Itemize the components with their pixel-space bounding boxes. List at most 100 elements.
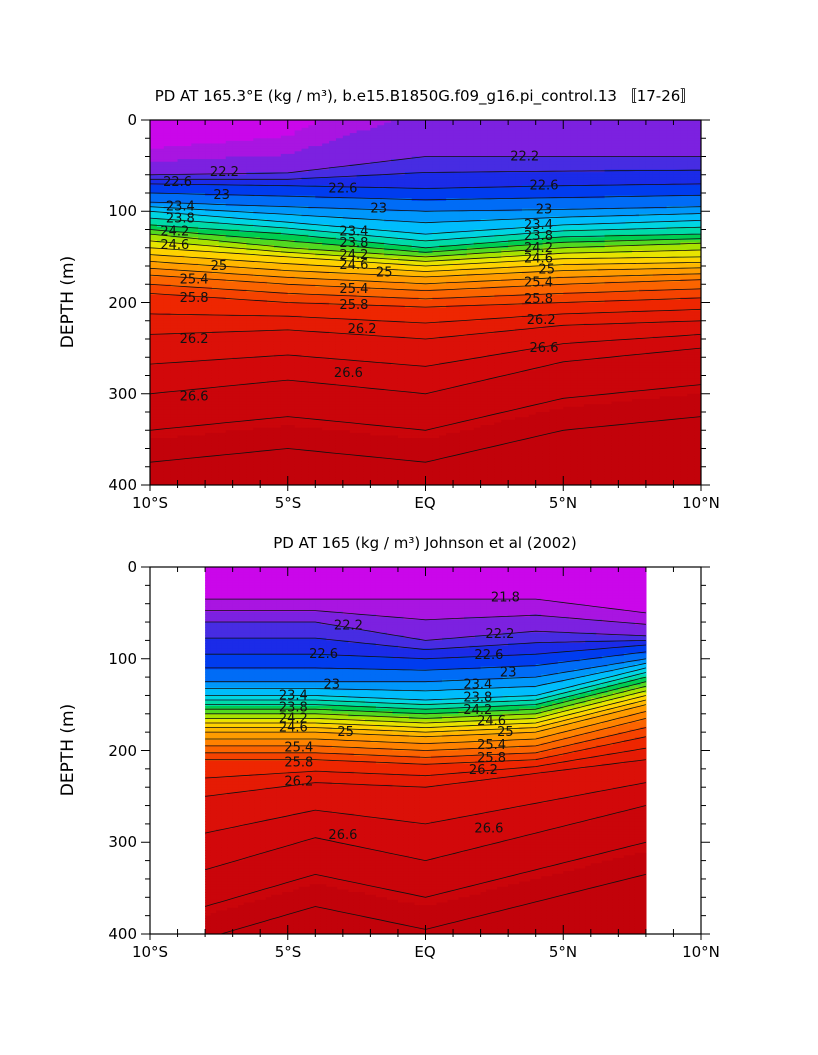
density-cell bbox=[356, 315, 365, 319]
density-cell bbox=[329, 367, 337, 371]
density-cell bbox=[273, 336, 282, 340]
density-cell bbox=[370, 276, 378, 280]
density-cell bbox=[191, 271, 199, 275]
density-cell bbox=[150, 294, 158, 298]
density-cell bbox=[225, 427, 234, 431]
density-cell bbox=[370, 177, 378, 181]
density-cell bbox=[218, 375, 227, 379]
density-cell bbox=[308, 323, 316, 327]
density-cell bbox=[184, 258, 192, 262]
density-cell bbox=[253, 471, 261, 476]
density-cell bbox=[163, 359, 172, 364]
density-cell bbox=[177, 237, 186, 241]
density-cell bbox=[267, 461, 275, 465]
density-cell bbox=[315, 331, 323, 335]
density-cell bbox=[273, 127, 282, 132]
density-cell bbox=[370, 193, 378, 197]
density-cell bbox=[370, 370, 378, 374]
density-cell bbox=[363, 339, 371, 343]
density-cell bbox=[260, 352, 268, 356]
density-cell bbox=[191, 406, 199, 410]
density-cell bbox=[315, 286, 323, 291]
density-cell bbox=[356, 333, 365, 337]
density-cell bbox=[315, 148, 323, 152]
density-cell bbox=[232, 477, 241, 481]
density-cell bbox=[335, 466, 344, 470]
density-cell bbox=[163, 216, 172, 220]
density-cell bbox=[184, 130, 192, 134]
density-cell bbox=[370, 396, 378, 400]
density-cell bbox=[239, 179, 248, 184]
density-cell bbox=[205, 153, 213, 158]
density-cell bbox=[198, 281, 206, 285]
density-cell bbox=[335, 208, 344, 212]
density-cell bbox=[322, 146, 330, 150]
density-cell bbox=[301, 391, 310, 395]
density-cell bbox=[267, 279, 275, 283]
density-cell bbox=[273, 247, 282, 251]
density-cell bbox=[363, 302, 371, 306]
density-cell bbox=[301, 138, 310, 142]
density-cell bbox=[287, 333, 296, 337]
density-cell bbox=[280, 245, 289, 249]
density-cell bbox=[315, 193, 323, 197]
density-cell bbox=[232, 164, 241, 168]
density-cell bbox=[315, 409, 323, 413]
density-cell bbox=[329, 479, 337, 483]
density-cell bbox=[287, 438, 296, 442]
density-cell bbox=[191, 352, 199, 356]
density-cell bbox=[287, 284, 296, 288]
density-cell bbox=[370, 349, 378, 353]
density-cell bbox=[294, 401, 303, 405]
density-cell bbox=[308, 294, 316, 298]
density-cell bbox=[150, 323, 158, 327]
density-cell bbox=[191, 302, 199, 306]
density-cell bbox=[198, 258, 206, 262]
density-cell bbox=[225, 125, 234, 129]
density-cell bbox=[315, 213, 323, 218]
density-cell bbox=[329, 320, 337, 324]
density-cell bbox=[170, 406, 179, 410]
density-cell bbox=[287, 336, 296, 340]
density-cell bbox=[218, 474, 227, 478]
density-cell bbox=[363, 174, 371, 178]
density-cell bbox=[205, 365, 213, 369]
density-cell bbox=[342, 229, 351, 233]
density-cell bbox=[294, 333, 303, 337]
density-cell bbox=[267, 464, 275, 468]
density-cell bbox=[280, 372, 289, 377]
density-cell bbox=[273, 146, 282, 150]
density-cell bbox=[177, 169, 186, 173]
density-cell bbox=[342, 396, 351, 400]
density-cell bbox=[211, 370, 220, 374]
density-cell bbox=[322, 200, 330, 205]
density-cell bbox=[384, 138, 392, 142]
density-cell bbox=[239, 281, 248, 285]
density-cell bbox=[177, 471, 186, 476]
density-cell bbox=[294, 466, 303, 470]
density-cell bbox=[267, 182, 275, 186]
density-cell bbox=[301, 443, 310, 447]
density-cell bbox=[198, 133, 206, 137]
density-cell bbox=[150, 258, 158, 262]
density-cell bbox=[384, 458, 392, 463]
density-cell bbox=[322, 380, 330, 384]
density-cell bbox=[253, 174, 261, 178]
density-cell bbox=[191, 344, 199, 348]
density-cell bbox=[356, 281, 365, 285]
density-cell bbox=[253, 362, 261, 366]
density-cell bbox=[198, 242, 206, 246]
density-cell bbox=[287, 451, 296, 455]
density-cell bbox=[198, 234, 206, 238]
density-cell bbox=[211, 182, 220, 186]
density-cell bbox=[384, 226, 392, 231]
density-cell bbox=[253, 432, 261, 437]
density-cell bbox=[391, 135, 399, 139]
density-cell bbox=[329, 352, 337, 356]
density-cell bbox=[150, 318, 158, 322]
density-cell bbox=[370, 182, 378, 186]
density-cell bbox=[273, 198, 282, 202]
density-cell bbox=[246, 323, 254, 327]
density-cell bbox=[335, 385, 344, 390]
density-cell bbox=[342, 146, 351, 150]
